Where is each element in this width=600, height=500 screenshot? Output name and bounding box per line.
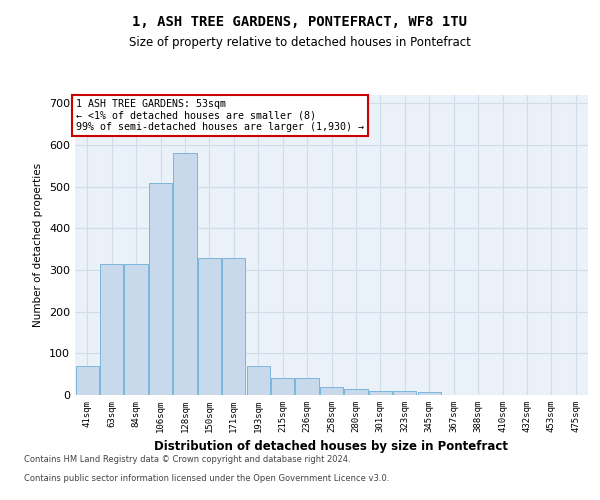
Bar: [418, 392, 441, 395]
Text: Contains public sector information licensed under the Open Government Licence v3: Contains public sector information licen…: [24, 474, 389, 483]
X-axis label: Distribution of detached houses by size in Pontefract: Distribution of detached houses by size …: [155, 440, 509, 454]
Bar: [344, 389, 368, 395]
Bar: [124, 264, 148, 395]
Bar: [393, 391, 416, 395]
Text: 1, ASH TREE GARDENS, PONTEFRACT, WF8 1TU: 1, ASH TREE GARDENS, PONTEFRACT, WF8 1TU: [133, 16, 467, 30]
Text: 1 ASH TREE GARDENS: 53sqm
← <1% of detached houses are smaller (8)
99% of semi-d: 1 ASH TREE GARDENS: 53sqm ← <1% of detac…: [76, 99, 364, 132]
Y-axis label: Number of detached properties: Number of detached properties: [34, 163, 43, 327]
Bar: [320, 386, 343, 395]
Bar: [222, 258, 245, 395]
Bar: [198, 258, 221, 395]
Bar: [295, 378, 319, 395]
Bar: [149, 182, 172, 395]
Bar: [100, 264, 123, 395]
Bar: [247, 366, 270, 395]
Bar: [369, 391, 392, 395]
Text: Size of property relative to detached houses in Pontefract: Size of property relative to detached ho…: [129, 36, 471, 49]
Bar: [271, 378, 294, 395]
Text: Contains HM Land Registry data © Crown copyright and database right 2024.: Contains HM Land Registry data © Crown c…: [24, 456, 350, 464]
Bar: [173, 154, 197, 395]
Bar: [76, 366, 99, 395]
